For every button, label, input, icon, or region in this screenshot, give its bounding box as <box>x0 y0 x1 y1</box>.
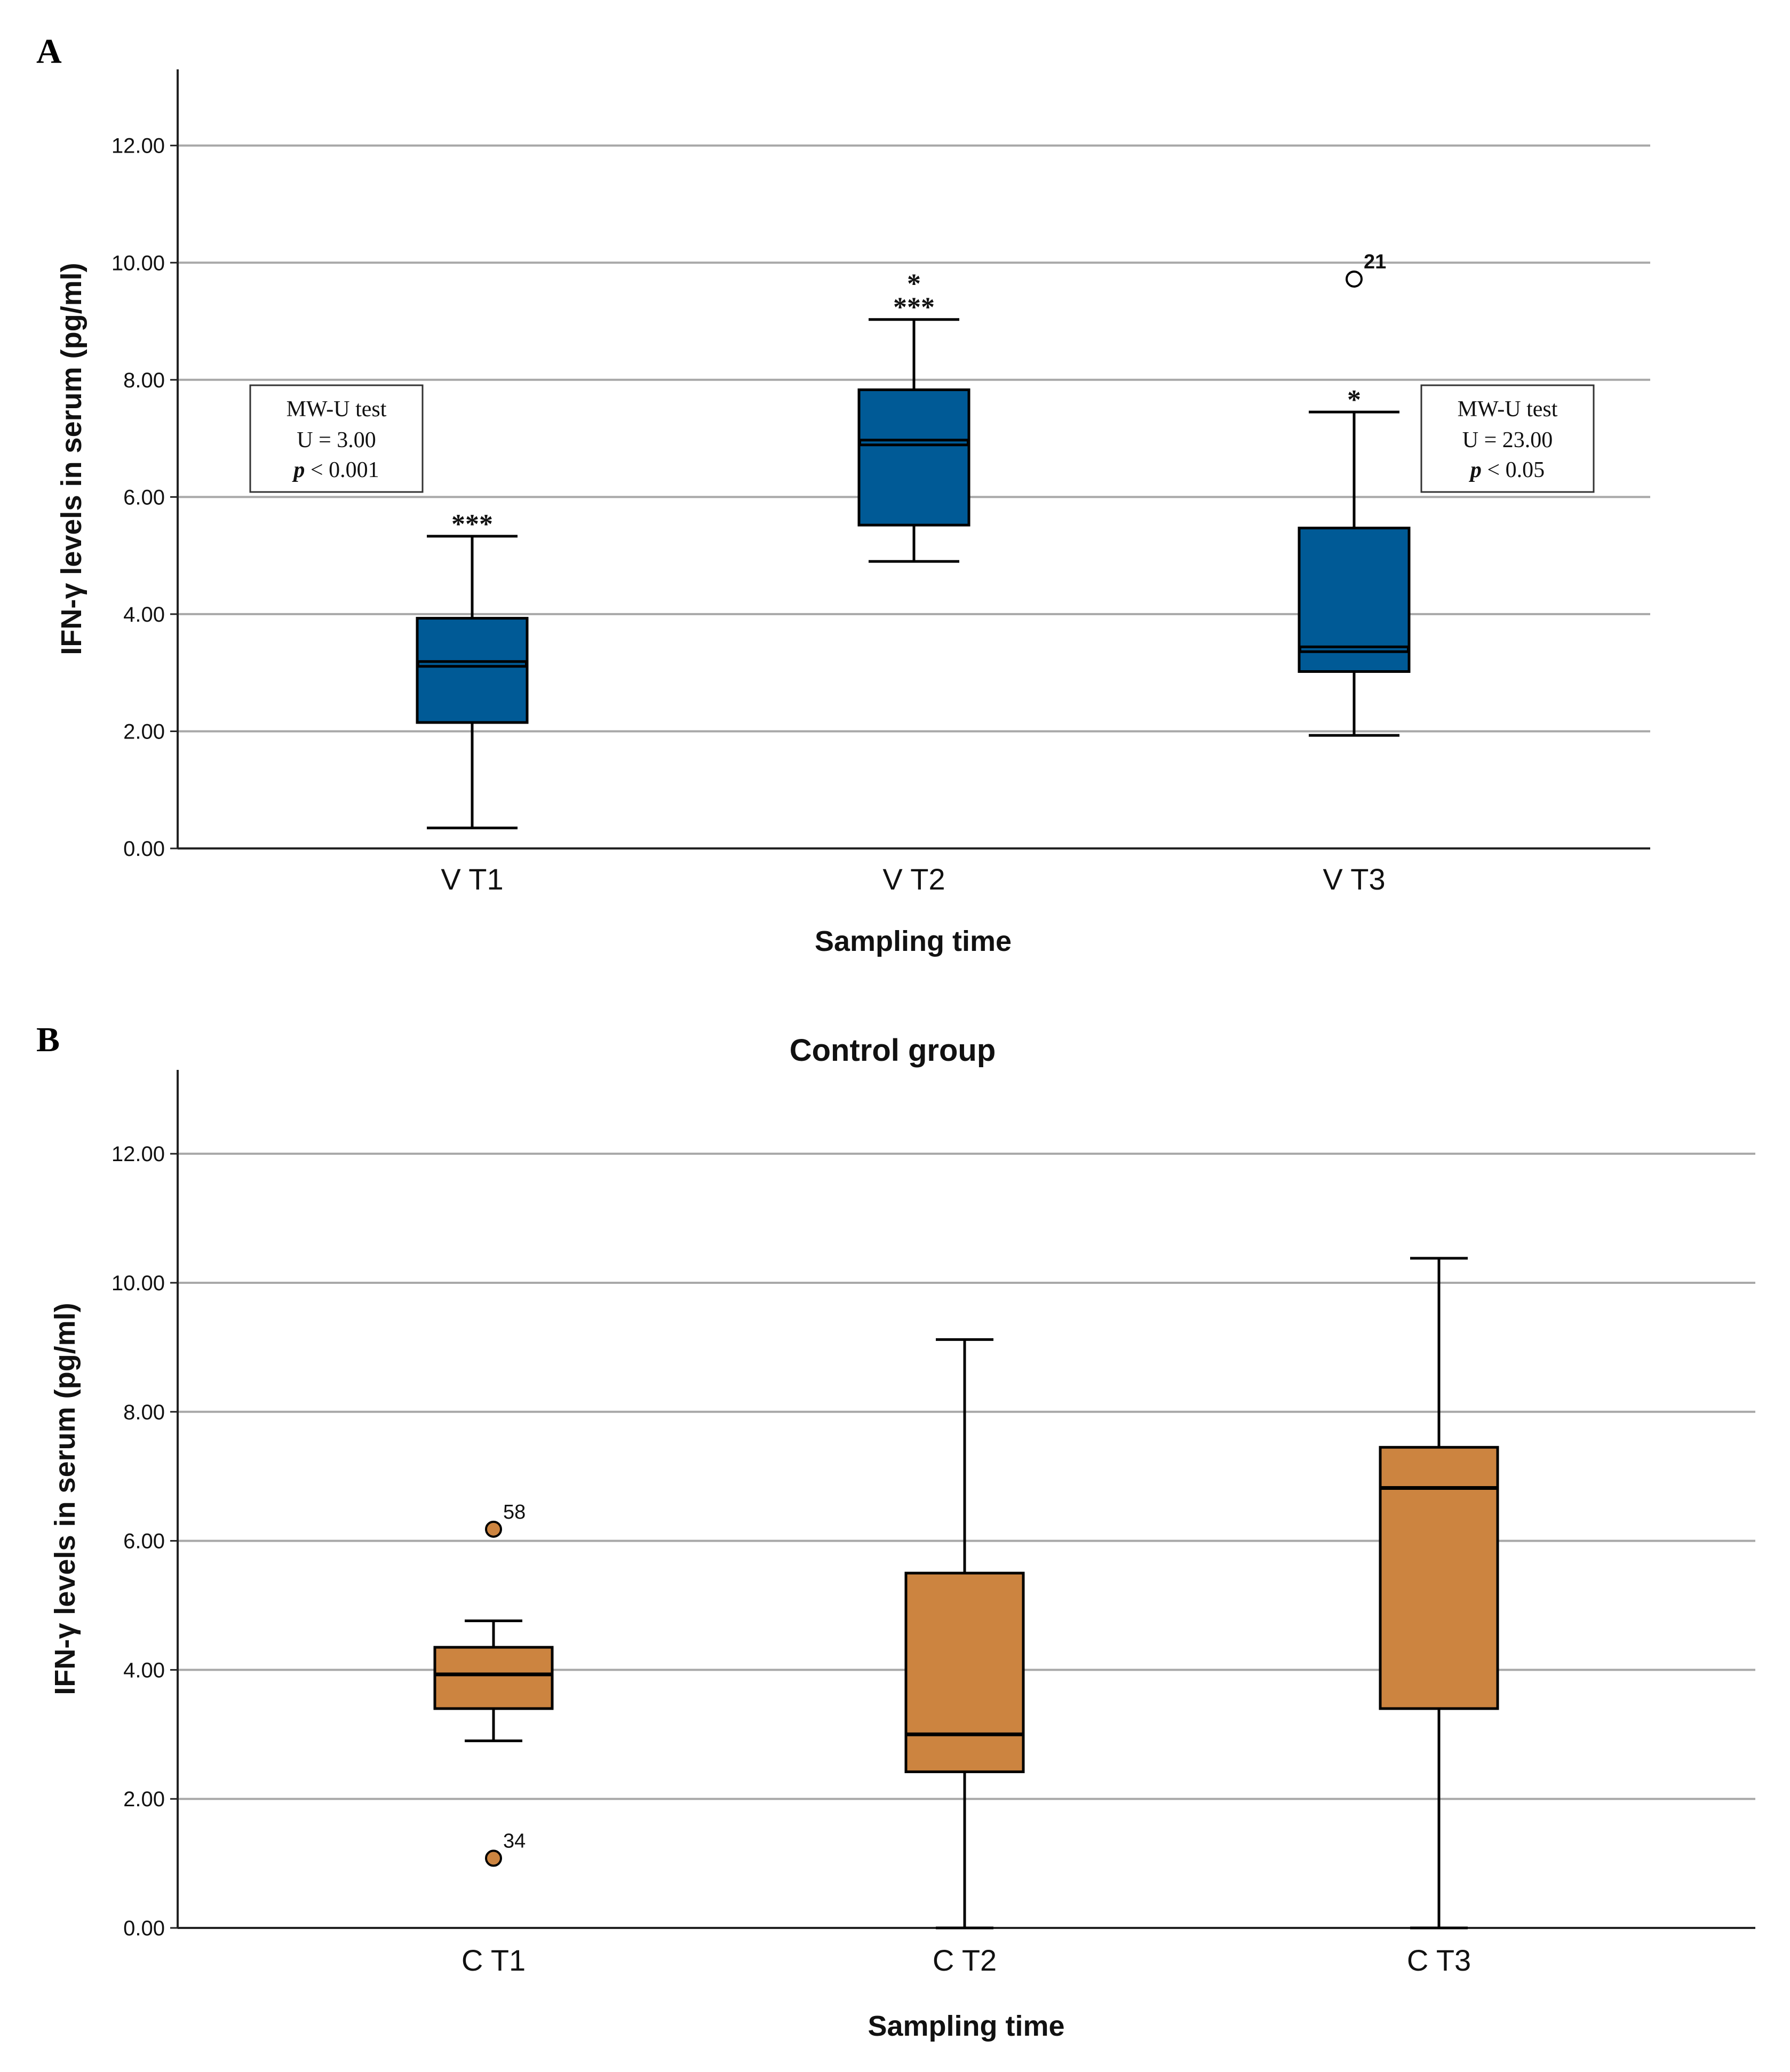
x-tick-label: V T2 <box>882 862 945 896</box>
significance-marker: *** <box>893 292 935 323</box>
y-tick-label: 8.00 <box>123 1401 165 1424</box>
stat-u-value: U = 23.00 <box>1462 428 1553 452</box>
significance-marker: * <box>1347 385 1361 415</box>
box-iqr <box>857 388 970 527</box>
x-axis-label: Sampling time <box>868 2010 1064 2042</box>
x-axis-label: Sampling time <box>815 925 1012 957</box>
y-tick-label: 8.00 <box>123 369 165 392</box>
stat-test-name: MW-U test <box>1458 397 1558 422</box>
x-tick-label: C T3 <box>1407 1943 1471 1977</box>
x-tick-label: V T3 <box>1323 862 1385 896</box>
stat-test-name: MW-U test <box>287 397 387 422</box>
x-tick-label: V T1 <box>441 862 503 896</box>
y-axis-label: IFN-γ levels in serum (pg/ml) <box>55 263 87 655</box>
y-axis-label: IFN-γ levels in serum (pg/ml) <box>49 1303 81 1695</box>
y-tick-label: 2.00 <box>123 1788 165 1811</box>
chart-b: 0.00 2.00 4.00 6.00 8.00 10.00 12.00 IFN-γ leve… <box>49 1070 1755 2042</box>
stat-box <box>1420 384 1595 493</box>
x-tick-label: C T1 <box>462 1943 526 1977</box>
outlier-label: 58 <box>503 1501 526 1523</box>
p-letter: p <box>1469 458 1482 482</box>
outlier-point <box>485 1520 502 1538</box>
box-iqr <box>416 617 529 724</box>
outlier-label: 21 <box>1364 251 1386 273</box>
y-tick-label: 10.00 <box>112 1272 165 1295</box>
y-tick-label: 12.00 <box>112 134 165 158</box>
p-letter: p <box>292 458 305 482</box>
y-tick-label: 10.00 <box>112 251 165 275</box>
outlier-label: 34 <box>503 1830 526 1852</box>
p-threshold: < 0.001 <box>305 458 379 482</box>
panel-a-letter: A <box>36 32 62 71</box>
panel-b-letter: B <box>36 1020 60 1059</box>
box-iqr <box>1379 1446 1499 1710</box>
x-tick-label: C T2 <box>933 1943 997 1977</box>
stat-box <box>249 384 424 493</box>
box-iqr <box>433 1646 554 1710</box>
panel-b-title: Control group <box>790 1033 996 1068</box>
y-tick-label: 2.00 <box>123 720 165 743</box>
y-tick-label: 0.00 <box>123 837 165 861</box>
significance-marker: *** <box>451 509 493 539</box>
chart-a: 0.00 2.00 4.00 6.00 8.00 10.00 12.00 IFN-γ leve… <box>55 69 1650 957</box>
y-tick-label: 4.00 <box>123 603 165 626</box>
p-threshold: < 0.05 <box>1482 458 1545 482</box>
box-iqr <box>904 1571 1025 1773</box>
outlier-point <box>485 1849 502 1867</box>
y-tick-label: 4.00 <box>123 1658 165 1682</box>
stat-u-value: U = 3.00 <box>297 428 376 452</box>
y-tick-label: 6.00 <box>123 1530 165 1553</box>
y-tick-label: 12.00 <box>112 1142 165 1166</box>
stat-p-value: p < 0.05 <box>1469 458 1545 482</box>
significance-marker: * <box>907 269 921 299</box>
y-tick-label: 6.00 <box>123 486 165 509</box>
stat-p-value: p < 0.001 <box>292 458 379 482</box>
outlier-point <box>1346 270 1363 288</box>
y-tick-label: 0.00 <box>123 1917 165 1940</box>
